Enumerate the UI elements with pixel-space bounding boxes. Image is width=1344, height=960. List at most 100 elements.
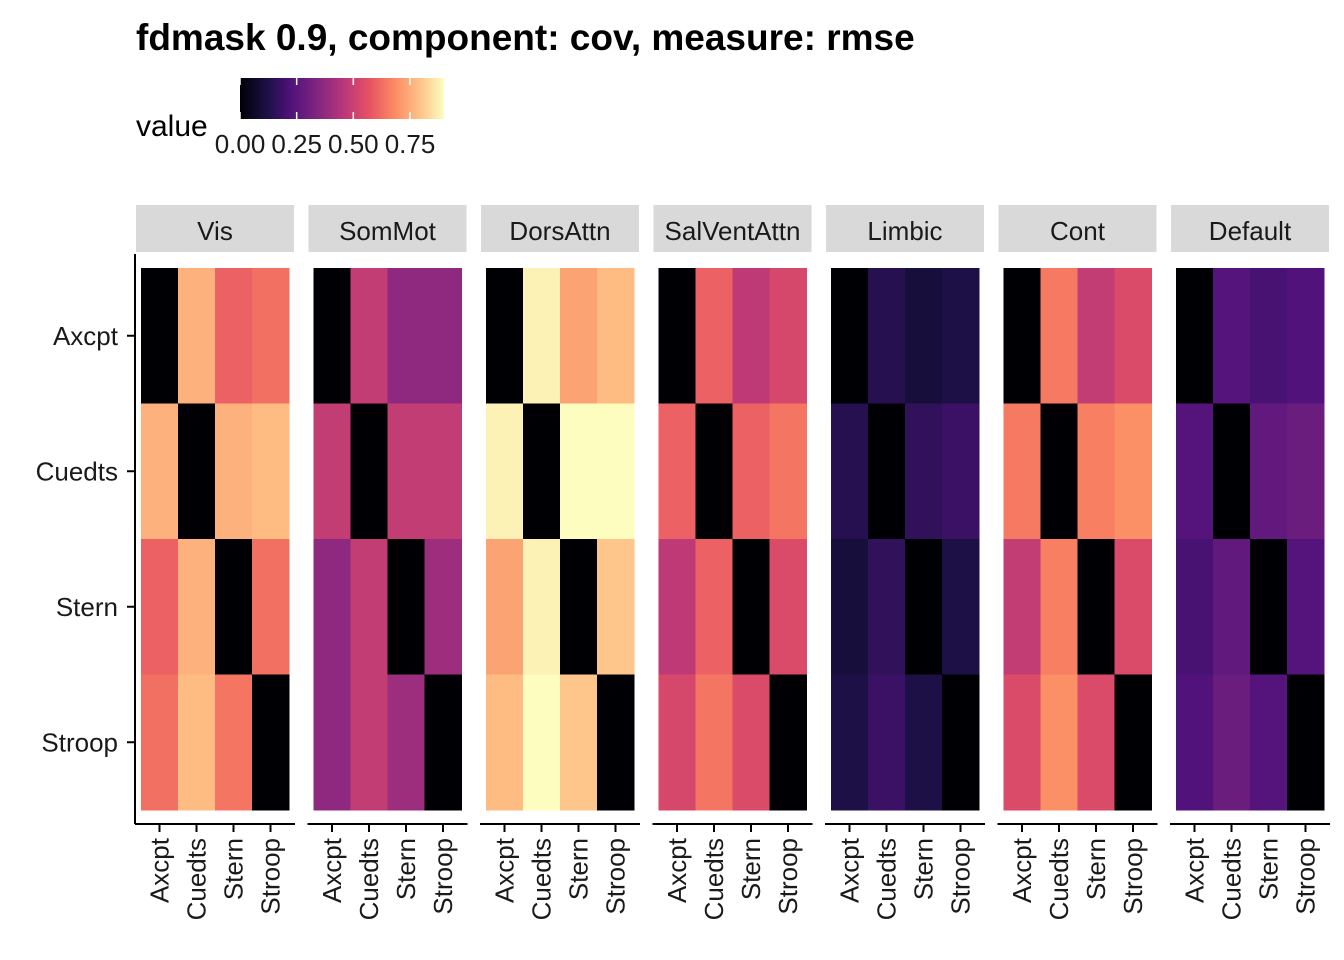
heatmap-cell [769, 539, 807, 675]
heatmap-cell [831, 268, 869, 404]
heatmap-cell [1250, 674, 1288, 811]
heatmap-cell [1287, 268, 1325, 404]
heatmap-cell [1077, 403, 1115, 540]
heatmap-cell [1176, 268, 1214, 404]
heatmap-cell [141, 403, 179, 540]
heatmap-cell [1213, 674, 1251, 811]
heatmap-cell [942, 403, 980, 540]
x-tick-label: Stern [909, 838, 939, 900]
heatmap-cell [1213, 539, 1251, 675]
heatmap-cell [695, 539, 733, 675]
heatmap-cell [732, 403, 770, 540]
heatmap-cell [350, 403, 388, 540]
x-tick-label: Stroop [256, 838, 286, 915]
heatmap-cell [1003, 403, 1041, 540]
facet-panel-default: Default [1171, 205, 1329, 811]
heatmap-cell [313, 268, 351, 404]
heatmap-cell [141, 674, 179, 811]
x-tick-label: Stroop [601, 838, 631, 915]
heatmap-cell [905, 268, 943, 404]
heatmap-cell [424, 674, 462, 811]
heatmap-cell [523, 268, 561, 404]
heatmap-cell [215, 674, 253, 811]
heatmap-cell [769, 403, 807, 540]
facet-strip [481, 205, 639, 252]
heatmap-cell [905, 539, 943, 675]
heatmap-cell [942, 268, 980, 404]
heatmap-cell [1003, 539, 1041, 675]
facet-strip-label: Vis [197, 216, 233, 246]
facet-strip [308, 205, 467, 252]
heatmap-cell [1040, 539, 1078, 675]
heatmap-cell [486, 539, 524, 675]
facet-strip [826, 205, 984, 252]
y-tick-label: Axcpt [53, 321, 119, 351]
x-tick-label: Axcpt [490, 837, 520, 903]
facet-strip [998, 205, 1157, 252]
facet-panel-cont: Cont [998, 205, 1157, 811]
heatmap-cell [1040, 268, 1078, 404]
heatmap-cell [215, 539, 253, 675]
y-tick-label: Stroop [41, 727, 118, 757]
facet-strip-label: SomMot [339, 216, 437, 246]
heatmap-cell [831, 539, 869, 675]
heatmap-cell [769, 674, 807, 811]
heatmap-cell [1114, 268, 1152, 404]
y-tick-label: Stern [56, 592, 118, 622]
heatmap-cell [215, 403, 253, 540]
facet-strip [136, 205, 294, 252]
heatmap-cell [350, 674, 388, 811]
facet-strip [653, 205, 812, 252]
heatmap-cell [1114, 674, 1152, 811]
facet-strip-label: Limbic [867, 216, 942, 246]
heatmap-cell [1250, 268, 1288, 404]
heatmap-cell [905, 674, 943, 811]
heatmap-cell [1250, 539, 1288, 675]
heatmap-cell [178, 539, 216, 675]
heatmap-cell [387, 268, 425, 404]
heatmap-cell [486, 268, 524, 404]
facet-strip-label: Default [1209, 216, 1292, 246]
x-tick-label: Cuedts [182, 838, 212, 920]
heatmap-cell [424, 539, 462, 675]
x-tick-label: Axcpt [662, 837, 692, 903]
x-tick-label: Stern [1254, 838, 1284, 900]
chart-title: fdmask 0.9, component: cov, measure: rms… [136, 17, 915, 58]
facet-panels: Vis SomMot DorsAttn SalVentAttn Limbic Cont De… [136, 205, 1329, 811]
heatmap-cell [252, 403, 290, 540]
heatmap-cell [868, 539, 906, 675]
x-tick-label: Cuedts [1217, 838, 1247, 920]
heatmap-cell [597, 674, 635, 811]
heatmap-cell [1176, 539, 1214, 675]
heatmap-cell [1077, 268, 1115, 404]
heatmap-cell [178, 403, 216, 540]
heatmap-cell [695, 268, 733, 404]
heatmap-cell [350, 268, 388, 404]
heatmap-cell [1003, 268, 1041, 404]
heatmap-cell [1114, 403, 1152, 540]
x-tick-label: Cuedts [1044, 838, 1074, 920]
heatmap-cell [523, 403, 561, 540]
heatmap-cell [560, 268, 598, 404]
heatmap-cell [387, 403, 425, 540]
x-tick-label: Stern [564, 838, 594, 900]
facet-panel-vis: Vis [136, 205, 294, 811]
x-tick-label: Cuedts [354, 838, 384, 920]
heatmap-cell [387, 674, 425, 811]
heatmap-cell [313, 674, 351, 811]
facet-panel-salventattn: SalVentAttn [653, 205, 812, 811]
heatmap-cell [868, 403, 906, 540]
heatmap-cell [252, 539, 290, 675]
heatmap-cell [252, 268, 290, 404]
x-tick-label: Stern [736, 838, 766, 900]
x-tick-label: Stroop [946, 838, 976, 915]
heatmap-cell [523, 674, 561, 811]
heatmap-cell [313, 539, 351, 675]
legend-tick-label: 0.75 [385, 129, 436, 159]
heatmap-cell [1114, 539, 1152, 675]
x-tick-label: Cuedts [527, 838, 557, 920]
heatmap-cell [695, 403, 733, 540]
heatmap-cell [560, 674, 598, 811]
legend-tick-label: 0.50 [328, 129, 379, 159]
